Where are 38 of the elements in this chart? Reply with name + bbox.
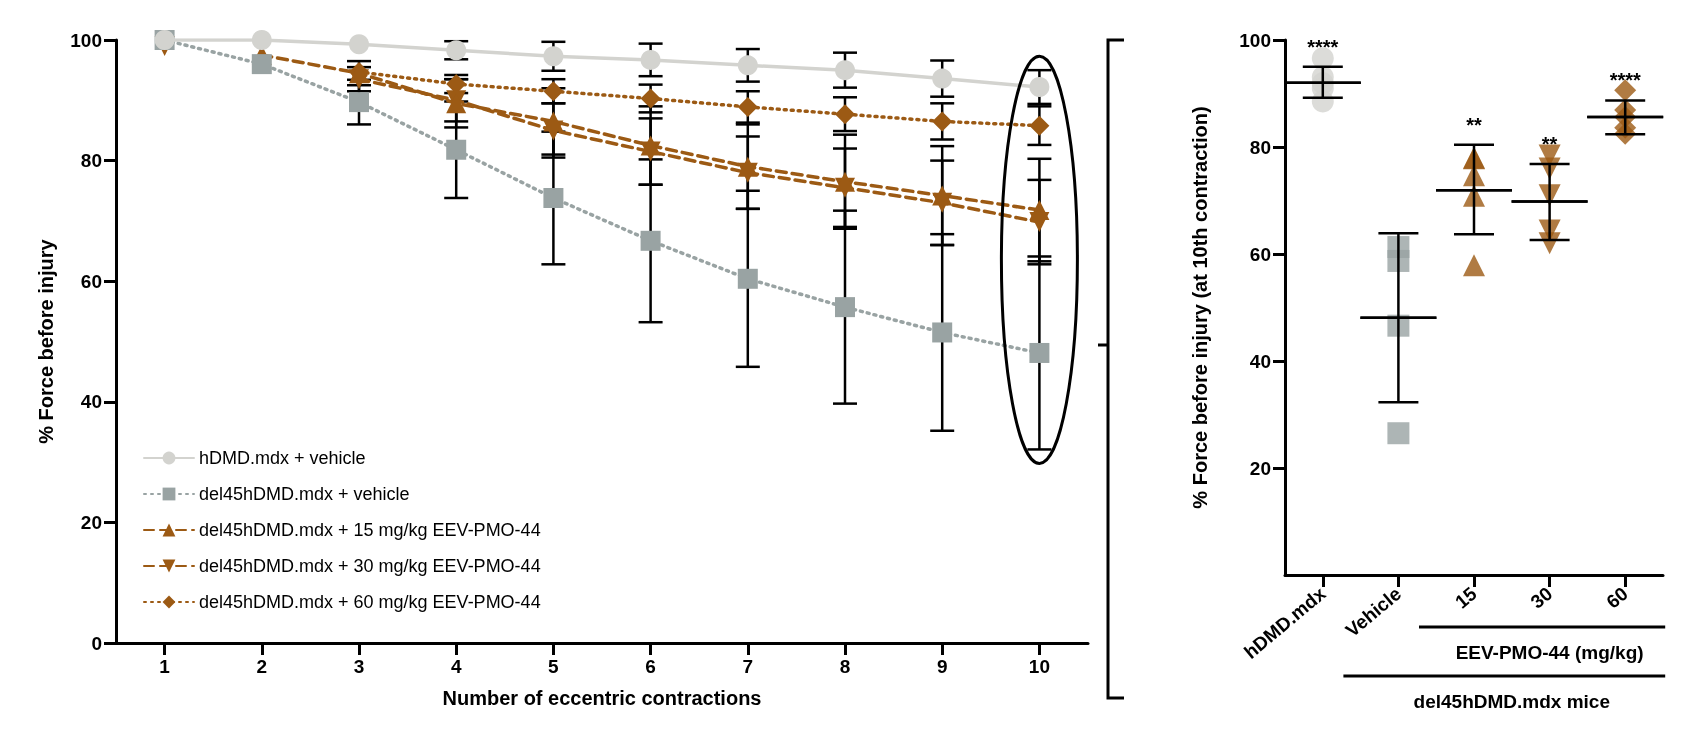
- x-tick-label: 8: [839, 656, 851, 677]
- y-tick-label: 40: [1249, 350, 1271, 372]
- legend-label: hDMD.mdx + vehicle: [199, 448, 366, 468]
- text: EEV-PMO-44 (mg/kg): [1455, 642, 1644, 663]
- x-tick-label: 2: [256, 656, 268, 677]
- x-tick-label: 9: [936, 656, 948, 677]
- y-tick-label: 20: [1249, 457, 1271, 479]
- legend-label: del45hDMD.mdx + 15 mg/kg EEV-PMO-44: [199, 520, 541, 540]
- annotation: ****: [1609, 69, 1641, 92]
- y-tick-label: 20: [80, 511, 102, 533]
- x-tick-label: 6: [645, 656, 656, 677]
- annotation: **: [1466, 113, 1482, 136]
- y-tick-label: 80: [1249, 136, 1271, 158]
- x-axis-title: Number of eccentric contractions: [442, 687, 762, 709]
- y-axis-title: % Force before injury: [35, 238, 57, 444]
- x-tick-label: 60: [1602, 582, 1632, 613]
- y-tick-label: 0: [91, 632, 102, 654]
- y-tick-label: 100: [70, 29, 102, 51]
- y-tick-label: 60: [80, 270, 102, 292]
- x-tick-label: 30: [1526, 582, 1557, 613]
- x-tick-label: 10: [1028, 656, 1050, 677]
- x-tick-label: 15: [1451, 582, 1482, 613]
- legend-label: del45hDMD.mdx + 30 mg/kg EEV-PMO-44: [199, 556, 541, 576]
- y-tick-label: 60: [1249, 243, 1271, 265]
- y-axis-title: % Force before injury (at 10th contraction): [1189, 106, 1211, 509]
- x-tick-label: 5: [548, 656, 560, 677]
- legend-label: del45hDMD.mdx + 60 mg/kg EEV-PMO-44: [199, 592, 541, 612]
- y-tick-label: 80: [80, 150, 102, 172]
- text: del45hDMD.mdx mice: [1413, 691, 1610, 712]
- y-tick-label: 100: [1239, 29, 1271, 51]
- annotation: ****: [1307, 35, 1339, 58]
- y-tick-label: 40: [80, 391, 102, 413]
- x-tick-label: 7: [742, 656, 754, 677]
- x-tick-label: 1: [159, 656, 171, 677]
- x-tick-label: 3: [353, 656, 365, 677]
- legend-label: del45hDMD.mdx + vehicle: [199, 484, 410, 504]
- x-tick-label: 4: [450, 656, 462, 677]
- annotation: **: [1541, 133, 1558, 156]
